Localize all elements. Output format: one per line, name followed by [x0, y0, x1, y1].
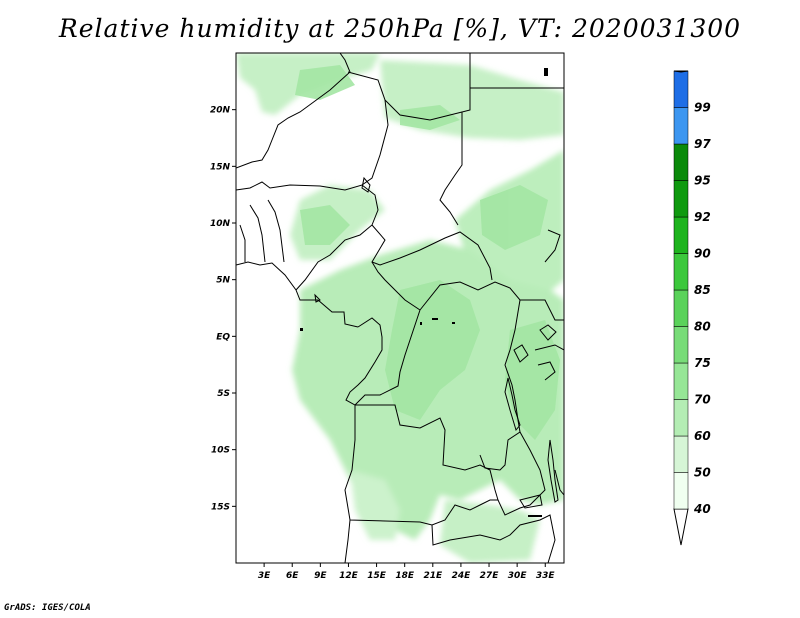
colorbar-label: 85 [694, 283, 711, 297]
map-title: Relative humidity at 250hPa [%], VT: 202… [58, 14, 742, 43]
humidity-field-south [440, 500, 540, 563]
longitude-axis: 3E 6E 9E 12E 15E 18E 21E 24E 27E 30E 33E [258, 563, 556, 581]
colorbar-label: 99 [694, 101, 711, 115]
colorbar-segment [673, 70, 689, 108]
colorbar-label: 70 [694, 393, 711, 407]
colorbar-label: 95 [694, 174, 711, 188]
colorbar-label: 80 [694, 320, 711, 334]
lon-tick-label: 9E [314, 571, 327, 581]
lon-tick-label: 15E [367, 571, 387, 581]
colorbar-segment [673, 216, 689, 254]
colorbar-top-arrow [673, 70, 689, 73]
colorbar-segment [673, 289, 689, 327]
colorbar-segment [673, 399, 689, 437]
lat-tick-label: 5S [217, 389, 230, 399]
credit-text: GrADS: IGES/COLA [4, 603, 91, 613]
lat-tick-label: 15S [211, 502, 230, 512]
lat-tick-label: 15N [210, 162, 231, 172]
colorbar-segment [673, 107, 689, 145]
lat-tick-label: 10N [210, 219, 231, 229]
lon-tick-label: 3E [258, 571, 271, 581]
colorbar-segment [673, 326, 689, 364]
colorbar-segment [673, 180, 689, 218]
colorbar-segment [673, 472, 689, 510]
humidity-shading [236, 53, 564, 563]
colorbar-segment [673, 253, 689, 291]
colorbar-label: 97 [694, 137, 711, 151]
colorbar-label: 92 [694, 210, 711, 224]
latitude-axis: 20N 15N 10N 5N EQ 5S 10S 15S [210, 106, 236, 512]
lon-tick-label: 18E [395, 571, 415, 581]
humidity-field-sw [350, 470, 400, 540]
small-lakes [300, 68, 548, 517]
humidity-field-northeast [380, 60, 564, 140]
colorbar-segment [673, 362, 689, 400]
colorbar-segment [673, 435, 689, 473]
colorbar-label: 75 [694, 356, 711, 370]
lat-tick-label: 5N [216, 276, 230, 286]
lon-tick-label: 6E [286, 571, 299, 581]
colorbar-label: 90 [694, 247, 711, 261]
colorbar: 40 50 60 70 75 80 85 90 92 95 97 99 [673, 70, 711, 546]
lat-tick-label: 10S [211, 446, 230, 456]
lat-tick-label: EQ [216, 332, 230, 342]
lon-tick-label: 27E [480, 571, 500, 581]
lat-tick-label: 20N [210, 106, 231, 116]
colorbar-label: 40 [693, 502, 711, 516]
map-frame [235, 52, 565, 564]
lon-tick-label: 21E [423, 571, 443, 581]
lon-tick-label: 12E [339, 571, 359, 581]
lon-tick-label: 33E [536, 571, 556, 581]
colorbar-segment [673, 143, 689, 181]
lakes [314, 176, 559, 509]
colorbar-bottom-arrow [673, 508, 689, 546]
colorbar-label: 50 [694, 466, 711, 480]
lon-tick-label: 30E [508, 571, 528, 581]
colorbar-label: 60 [694, 429, 711, 443]
lon-tick-label: 24E [452, 571, 472, 581]
